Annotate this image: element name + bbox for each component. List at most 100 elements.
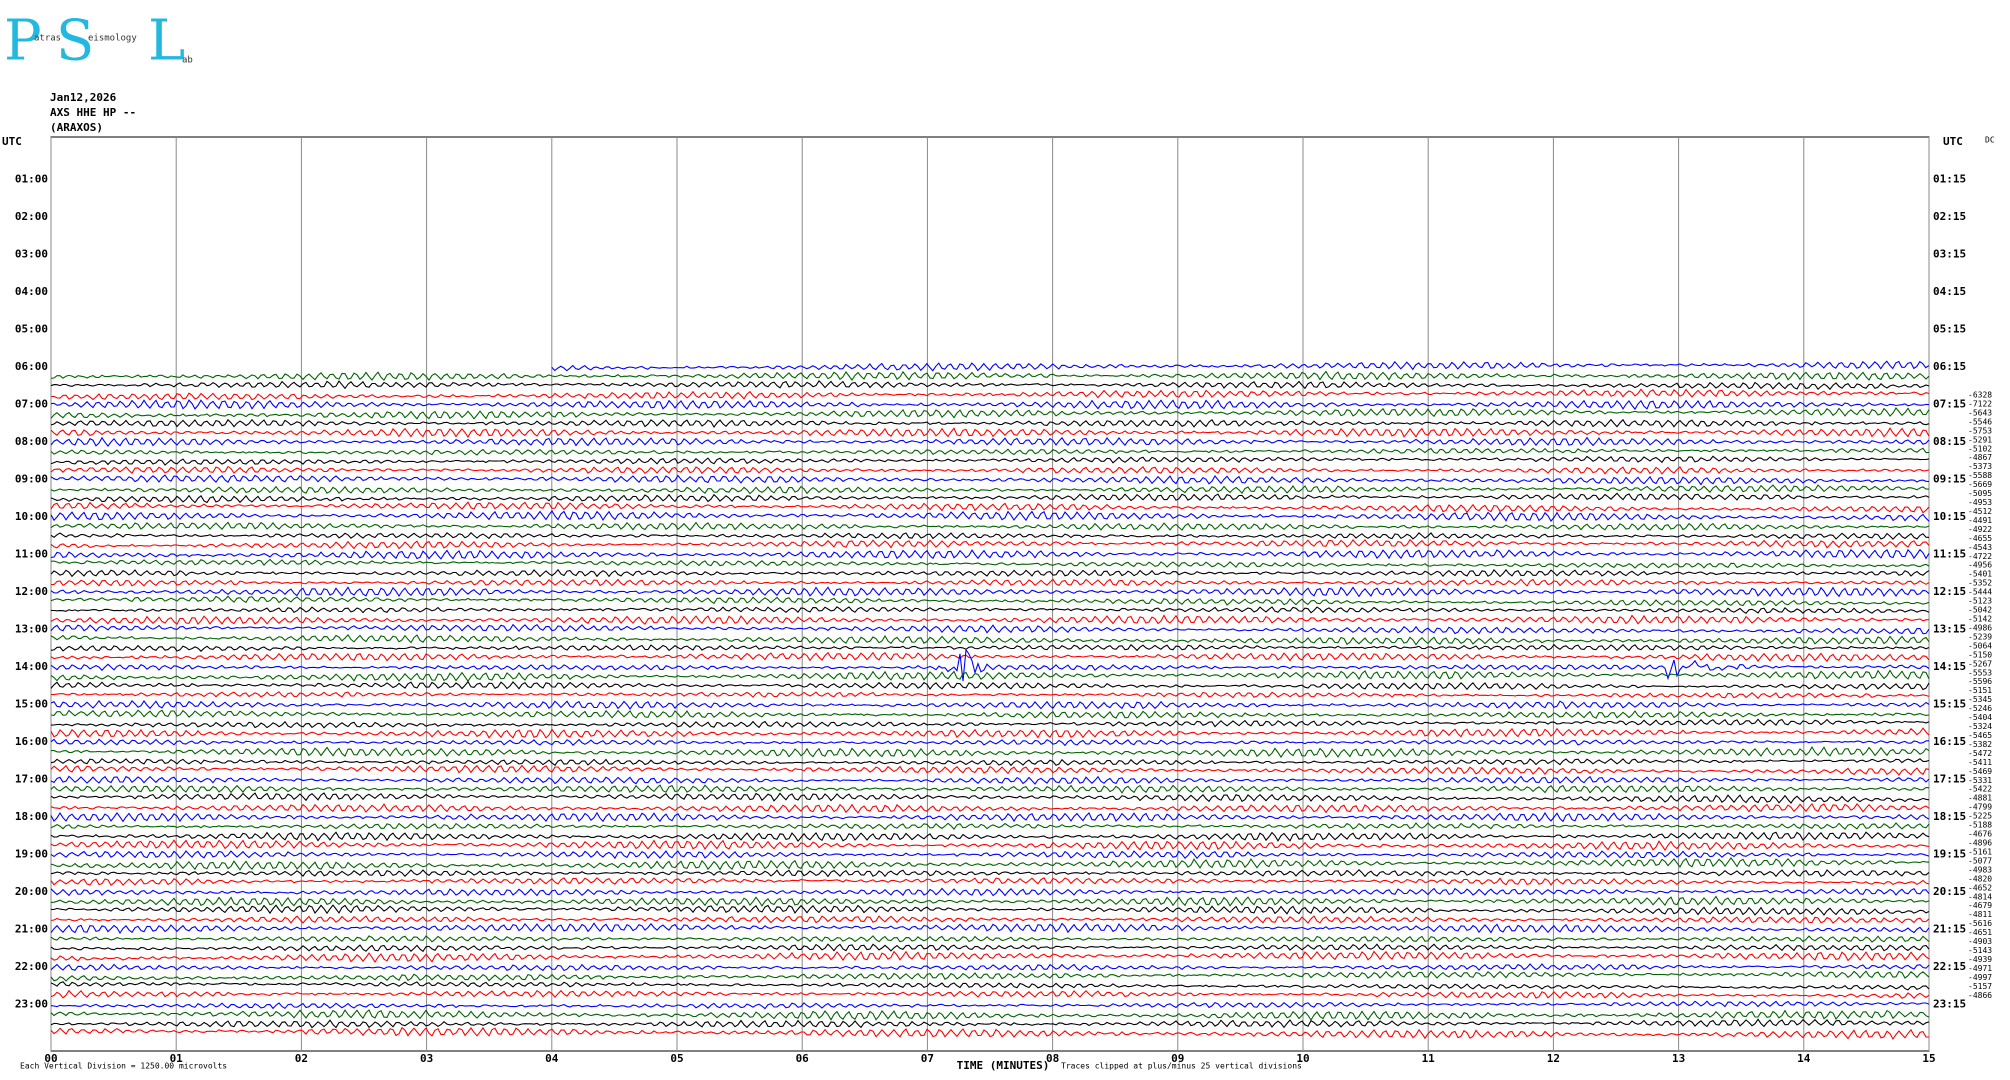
seismic-trace [50, 904, 1930, 916]
seismic-trace [50, 651, 1930, 663]
y-tick-label: 10:00 [15, 510, 48, 523]
seismic-trace [50, 648, 1930, 682]
seismic-trace [50, 1018, 1930, 1029]
seismic-trace [50, 532, 1930, 540]
y-tick-label: 21:00 [15, 923, 48, 936]
dc-offset: -4820 [1968, 874, 1992, 883]
dc-offset: -4814 [1968, 892, 1992, 901]
seismic-trace [50, 784, 1930, 794]
seismic-trace [50, 856, 1930, 871]
seismic-trace [50, 380, 1930, 391]
seismic-trace [50, 465, 1930, 475]
y-tick-label: 20:00 [15, 885, 48, 898]
seismic-trace [50, 1026, 1929, 1041]
seismic-trace [50, 399, 1930, 411]
dc-offset: -7122 [1968, 399, 1992, 408]
y-tick-label: 19:00 [15, 848, 48, 861]
logo-word: eismology [88, 34, 137, 44]
seismic-trace [50, 370, 1930, 382]
seismic-trace [50, 484, 1929, 495]
seismic-trace [50, 634, 1930, 646]
dc-offset: -5411 [1968, 758, 1992, 767]
seismic-trace [50, 568, 1930, 578]
dc-offset: -4953 [1968, 498, 1992, 507]
seismic-trace [50, 792, 1930, 804]
dc-offset: -5472 [1968, 749, 1992, 758]
x-tick-label: 15 [1922, 1052, 1935, 1065]
dc-offset: -4811 [1968, 910, 1992, 919]
seismic-trace [50, 455, 1930, 466]
dc-offset: -5291 [1968, 435, 1992, 444]
location: (ARAXOS) [50, 121, 103, 134]
dc-offset: -5331 [1968, 776, 1992, 785]
dc-offset: -6328 [1968, 391, 1992, 400]
y-tick-label-right: 17:15 [1933, 773, 1966, 786]
dc-offset: -5444 [1968, 588, 1992, 597]
seismic-trace [50, 822, 1930, 831]
dc-offset: -5401 [1968, 570, 1992, 579]
dc-offset: -4939 [1968, 955, 1992, 964]
dc-offset: -4903 [1968, 937, 1992, 946]
dc-offset: -5064 [1968, 641, 1992, 650]
seismic-trace [50, 709, 1930, 719]
seismic-trace [50, 418, 1930, 428]
y-tick-label-right: 13:15 [1933, 623, 1966, 636]
seismic-trace [50, 623, 1930, 635]
dc-offset: -5345 [1968, 695, 1992, 704]
logo-letter: P [4, 9, 42, 74]
y-tick-label: 15:00 [15, 698, 48, 711]
y-tick-label: 23:00 [15, 998, 48, 1011]
y-tick-label: 07:00 [15, 398, 48, 411]
y-tick-label-right: 22:15 [1933, 960, 1966, 973]
dc-offset: -5225 [1968, 812, 1992, 821]
dc-offset: -5465 [1968, 731, 1992, 740]
logo-word: atras [34, 34, 61, 44]
x-tick-label: 02 [295, 1052, 308, 1065]
dc-offset: -5596 [1968, 677, 1992, 686]
seismic-trace [50, 887, 1930, 897]
dc-offset: -5588 [1968, 471, 1992, 480]
dc-offset: -5669 [1968, 480, 1992, 489]
seismic-trace [50, 407, 1930, 420]
seismic-trace [50, 595, 1930, 607]
seismic-trace [50, 935, 1930, 943]
seismic-trace [50, 548, 1930, 560]
seismic-trace [50, 950, 1930, 964]
station: AXS HHE HP -- [50, 106, 136, 119]
y-tick-label-right: 08:15 [1933, 435, 1966, 448]
seismic-trace [50, 746, 1930, 759]
date: Jan12,2026 [50, 91, 117, 104]
dc-offset: -5102 [1968, 444, 1992, 453]
x-tick-label: 08 [1046, 1052, 1059, 1065]
dc-offset: -5150 [1968, 650, 1992, 659]
y-tick-label: 22:00 [15, 960, 48, 973]
seismic-trace [50, 427, 1930, 439]
y-tick-label-right: 23:15 [1933, 998, 1966, 1011]
dc-offset: -4983 [1968, 865, 1992, 874]
dc-offset: -5095 [1968, 489, 1992, 498]
seismic-trace [50, 586, 1930, 598]
y-tick-label-right: 21:15 [1933, 923, 1966, 936]
y-tick-label: 11:00 [15, 548, 48, 561]
dc-offset: -4881 [1968, 794, 1992, 803]
seismic-trace [50, 474, 1930, 486]
dc-offset: -4867 [1968, 453, 1992, 462]
dc-offset: -5161 [1968, 847, 1992, 856]
y-tick-label: 06:00 [15, 360, 48, 373]
dc-offset: -4722 [1968, 552, 1992, 561]
y-tick-label: 04:00 [15, 285, 48, 298]
seismic-trace [50, 915, 1930, 924]
seismic-trace [50, 492, 1930, 504]
seismic-trace [50, 643, 1930, 652]
y-tick-label-right: 20:15 [1933, 885, 1966, 898]
dc-offset: -4543 [1968, 543, 1992, 552]
seismic-trace [50, 501, 1930, 514]
dc-offset: -4896 [1968, 839, 1992, 848]
y-tick-label-right: 06:15 [1933, 360, 1966, 373]
x-tick-label: 05 [670, 1052, 683, 1065]
seismic-trace [50, 388, 1930, 401]
y-tick-label: 12:00 [15, 585, 48, 598]
dc-offset: -4922 [1968, 525, 1992, 534]
logo: P atras S eismology L ab [4, 9, 193, 74]
seismic-trace [50, 738, 1930, 747]
